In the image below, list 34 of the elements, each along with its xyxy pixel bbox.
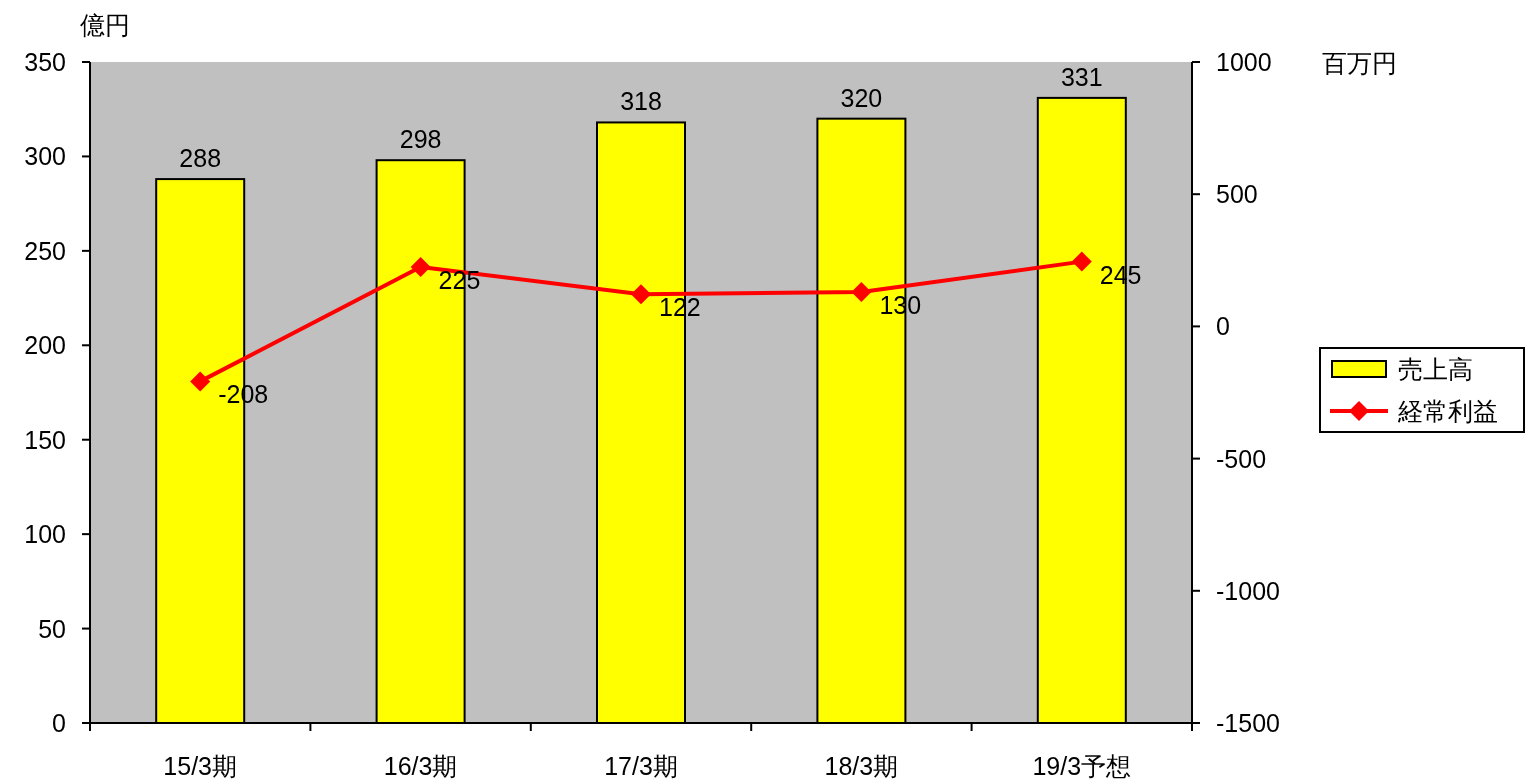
y-tick-label: 200 (24, 331, 66, 360)
y2-tick-label: 500 (1216, 180, 1258, 209)
y-tick-label: 150 (24, 425, 66, 454)
y-tick-label: 50 (38, 614, 66, 643)
y2-tick-label: 0 (1216, 312, 1230, 341)
legend-label: 経常利益 (1397, 397, 1498, 425)
point (190, 371, 211, 392)
y2-tick-label: 1000 (1216, 48, 1272, 76)
data-label: 298 (399, 125, 442, 154)
y2-tick-label: -1000 (1216, 576, 1280, 605)
y-tick-label: 300 (24, 142, 66, 171)
data-label: -208 (218, 380, 269, 409)
point (410, 256, 431, 277)
point (1071, 251, 1092, 272)
data-label: 320 (840, 83, 883, 112)
data-label: 318 (620, 87, 662, 116)
y2-tick-label: -500 (1216, 444, 1267, 473)
x-tick-label: 19/3予想 (1032, 752, 1132, 780)
point (631, 284, 651, 305)
x-tick-label: 17/3期 (604, 752, 678, 780)
y-tick-label: 350 (24, 48, 66, 76)
point (851, 282, 872, 303)
x-tick-label: 16/3期 (383, 752, 458, 780)
y2-tick-label: -1500 (1216, 709, 1280, 737)
y-axis-title: 億円 (80, 11, 130, 39)
y-tick-label: 250 (24, 236, 66, 265)
data-label: 331 (1060, 62, 1103, 91)
legend-label: 売上高 (1398, 355, 1473, 383)
x-tick-label: 18/3期 (824, 752, 899, 780)
y-tick-label: 0 (52, 709, 66, 737)
data-label: 288 (179, 144, 222, 173)
y-tick-label: 100 (24, 520, 66, 549)
x-tick-label: 15/3期 (163, 752, 238, 780)
y2-axis-title: 百万円 (1322, 49, 1397, 77)
